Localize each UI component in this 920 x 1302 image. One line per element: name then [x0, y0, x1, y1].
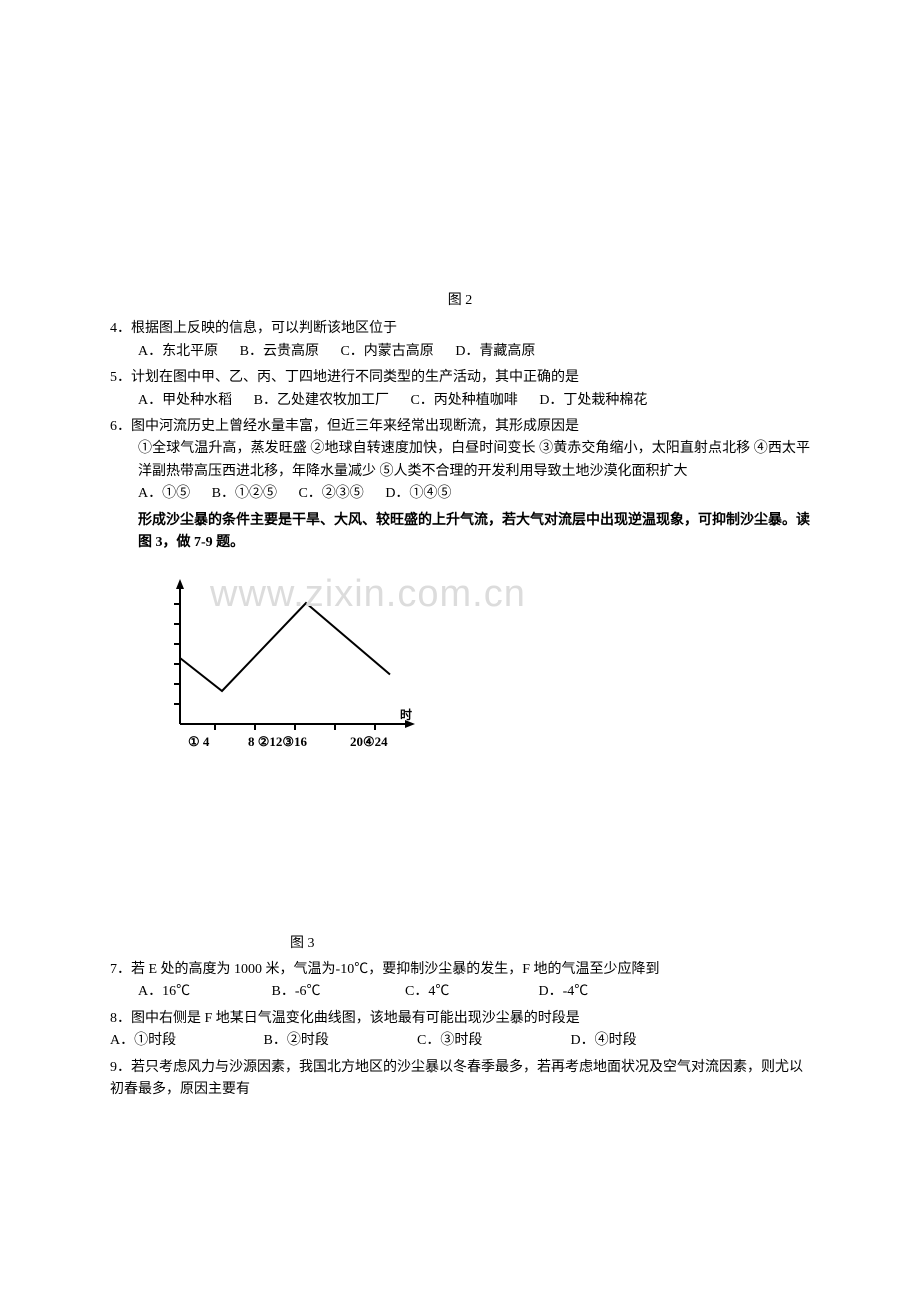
q4-number: 4． [110, 318, 131, 340]
q6-number: 6． [110, 416, 131, 438]
q5-opt-a: A．甲处种水稻 [138, 390, 232, 412]
q5-text: 计划在图中甲、乙、丙、丁四地进行不同类型的生产活动，其中正确的是 [131, 367, 810, 389]
q7-options: A．16℃ B．-6℃ C．4℃ D．-4℃ [110, 981, 810, 1003]
question-7: 7． 若 E 处的高度为 1000 米，气温为-10℃，要抑制沙尘暴的发生，F … [110, 959, 810, 1004]
q9-text: 若只考虑风力与沙源因素，我国北方地区的沙尘暴以冬春季最多，若再考虑地面状况及空气… [110, 1060, 803, 1097]
q7-opt-b: B．-6℃ [272, 981, 402, 1003]
q9-number: 9． [110, 1060, 131, 1075]
q8-opt-d: D．④时段 [571, 1030, 721, 1052]
q5-opt-c: C．丙处种植咖啡 [410, 390, 517, 412]
q4-opt-d: D．青藏高原 [455, 341, 535, 363]
question-8: 8． 图中右侧是 F 地某日气温变化曲线图，该地最有可能出现沙尘暴的时段是 A．… [110, 1008, 810, 1053]
q4-opt-c: C．内蒙古高原 [340, 341, 433, 363]
question-5: 5． 计划在图中甲、乙、丙、丁四地进行不同类型的生产活动，其中正确的是 A．甲处… [110, 367, 810, 412]
svg-text:8 ②12③16: 8 ②12③16 [248, 734, 308, 749]
q6-text: 图中河流历史上曾经水量丰富，但近三年来经常出现断流，其形成原因是 [131, 416, 810, 438]
q5-number: 5． [110, 367, 131, 389]
q6-opt-c: C．②③⑤ [298, 483, 363, 505]
figure-3-label: 图 3 [110, 933, 810, 955]
q7-opt-d: D．-4℃ [539, 981, 669, 1003]
figure-2-label: 图 2 [110, 290, 810, 312]
q6-options: A．①⑤ B．①②⑤ C．②③⑤ D．①④⑤ [110, 483, 810, 505]
chart-container: www.zixin.com.cn ① 4 8 ②12③16 [110, 574, 810, 772]
q7-opt-c: C．4℃ [405, 981, 535, 1003]
q8-number: 8． [110, 1008, 131, 1030]
q6-opt-b: B．①②⑤ [212, 483, 277, 505]
q8-text: 图中右侧是 F 地某日气温变化曲线图，该地最有可能出现沙尘暴的时段是 [131, 1008, 810, 1030]
q8-options: A．①时段 B．②时段 C．③时段 D．④时段 [110, 1030, 810, 1052]
q4-opt-a: A．东北平原 [138, 341, 218, 363]
q6-statements: ①全球气温升高，蒸发旺盛 ②地球自转速度加快，白昼时间变长 ③黄赤交角缩小，太阳… [110, 438, 810, 483]
q8-opt-a: A．①时段 [110, 1030, 260, 1052]
q8-opt-b: B．②时段 [264, 1030, 414, 1052]
q6-opt-d: D．①④⑤ [385, 483, 451, 505]
q7-text: 若 E 处的高度为 1000 米，气温为-10℃，要抑制沙尘暴的发生，F 地的气… [131, 959, 810, 981]
x-axis-label: 时 [400, 707, 412, 722]
line-chart: ① 4 8 ②12③16 20④24 时 [160, 574, 420, 764]
svg-text:① 4: ① 4 [188, 734, 210, 749]
question-9: 9．若只考虑风力与沙源因素，我国北方地区的沙尘暴以冬春季最多，若再考虑地面状况及… [110, 1057, 810, 1102]
q4-options: A．东北平原 B．云贵高原 C．内蒙古高原 D．青藏高原 [110, 341, 810, 363]
q4-opt-b: B．云贵高原 [240, 341, 319, 363]
question-4: 4． 根据图上反映的信息，可以判断该地区位于 A．东北平原 B．云贵高原 C．内… [110, 318, 810, 363]
q7-number: 7． [110, 959, 131, 981]
question-6: 6． 图中河流历史上曾经水量丰富，但近三年来经常出现断流，其形成原因是 ①全球气… [110, 416, 810, 506]
q5-opt-d: D．丁处栽种棉花 [539, 390, 647, 412]
q4-text: 根据图上反映的信息，可以判断该地区位于 [131, 318, 810, 340]
section-intro: 形成沙尘暴的条件主要是干旱、大风、较旺盛的上升气流，若大气对流层中出现逆温现象，… [110, 510, 810, 555]
document-page: 图 2 4． 根据图上反映的信息，可以判断该地区位于 A．东北平原 B．云贵高原… [0, 0, 920, 1165]
q5-opt-b: B．乙处建农牧加工厂 [254, 390, 389, 412]
q7-opt-a: A．16℃ [138, 981, 268, 1003]
q5-options: A．甲处种水稻 B．乙处建农牧加工厂 C．丙处种植咖啡 D．丁处栽种棉花 [110, 390, 810, 412]
q8-opt-c: C．③时段 [417, 1030, 567, 1052]
q6-opt-a: A．①⑤ [138, 483, 190, 505]
svg-text:20④24: 20④24 [350, 734, 388, 749]
